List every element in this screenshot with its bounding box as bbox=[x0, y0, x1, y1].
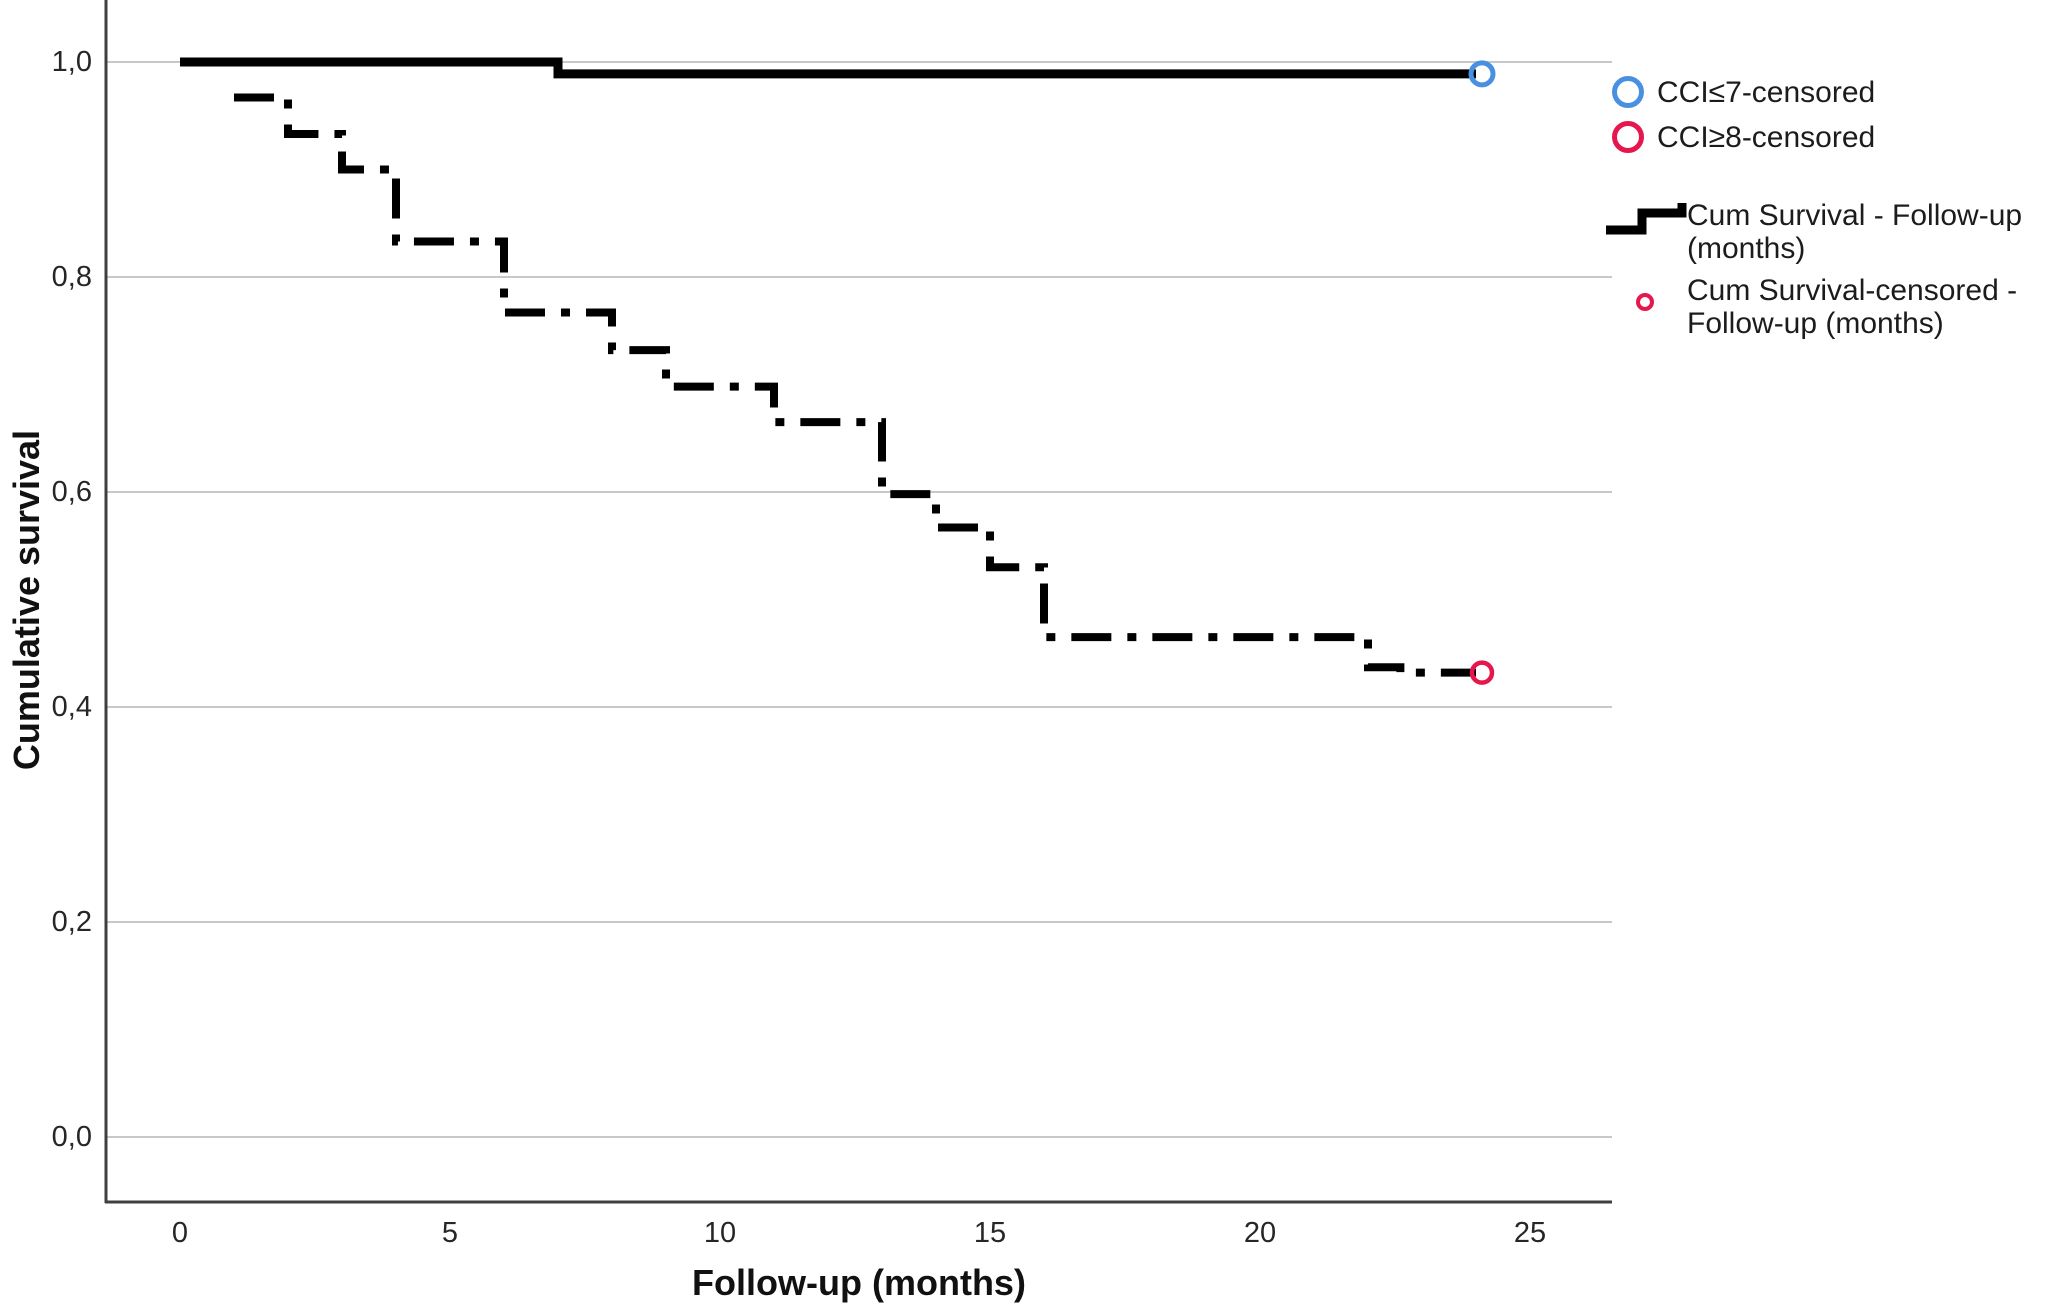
x-tick-label: 15 bbox=[973, 1217, 1007, 1249]
x-tick-label: 25 bbox=[1513, 1217, 1547, 1249]
x-tick-label: 20 bbox=[1243, 1217, 1277, 1249]
legend-censored-cci-le7-icon bbox=[1612, 76, 1644, 108]
y-tick-label: 0,2 bbox=[51, 906, 92, 938]
x-tick-label: 10 bbox=[703, 1217, 737, 1249]
legend-label-cci-le7: CCI≤7-censored bbox=[1657, 76, 1876, 109]
legend-label-cci-ge8: CCI≥8-censored bbox=[1657, 121, 1876, 154]
y-tick-label: 1,0 bbox=[51, 46, 92, 78]
y-tick-label: 0,8 bbox=[51, 261, 92, 293]
legend-label-cum-survival: Cum Survival - Follow-up (months) bbox=[1687, 199, 2023, 265]
y-axis-title: Cumulative survival bbox=[6, 429, 47, 771]
x-tick-label: 0 bbox=[171, 1217, 189, 1249]
legend-cum-survival-censored-icon bbox=[1636, 293, 1654, 311]
legend-label-cum-survival-censored: Cum Survival-censored - Follow-up (month… bbox=[1687, 274, 2018, 340]
y-tick-label: 0,6 bbox=[51, 476, 92, 508]
step-line-icon bbox=[1606, 203, 1687, 235]
legend-censored-cci-ge8-icon bbox=[1612, 121, 1644, 153]
y-tick-label: 0,0 bbox=[51, 1121, 92, 1153]
x-axis-title: Follow-up (months) bbox=[692, 1262, 1026, 1303]
y-tick-label: 0,4 bbox=[51, 691, 92, 723]
x-tick-label: 5 bbox=[441, 1217, 459, 1249]
